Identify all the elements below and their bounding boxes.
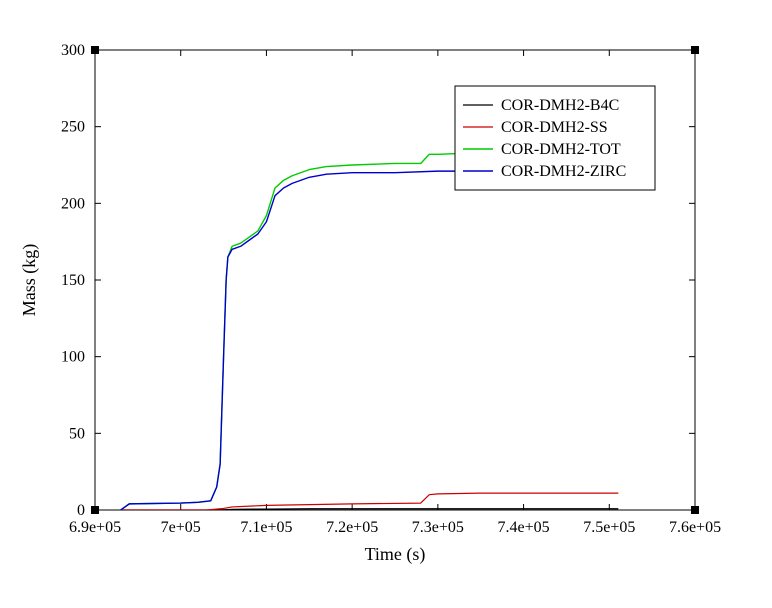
x-tick-label: 7.6e+05: [669, 519, 721, 536]
x-tick-label: 7.2e+05: [326, 519, 378, 536]
chart-svg: 6.9e+05 7e+05 7.1e+05 7.2e+05 7.3e+05 7.4e+05…: [0, 0, 772, 608]
legend-label: COR-DMH2-ZIRC: [501, 163, 626, 180]
y-axis-label: Mass (kg): [19, 244, 40, 317]
y-tick-label: 300: [61, 42, 85, 59]
x-tick-label: 7.5e+05: [583, 519, 635, 536]
x-tick-label: 7.3e+05: [412, 519, 464, 536]
y-tick-label: 50: [69, 425, 85, 442]
x-tick-label: 7.4e+05: [498, 519, 550, 536]
y-tick-label: 100: [61, 349, 85, 366]
x-tick-label: 7.1e+05: [240, 519, 292, 536]
x-tick-label: 7e+05: [161, 519, 201, 536]
y-tick-label: 0: [77, 502, 85, 519]
x-axis-label: Time (s): [365, 544, 426, 565]
chart-container: 6.9e+05 7e+05 7.1e+05 7.2e+05 7.3e+05 7.4e+05…: [0, 0, 772, 608]
legend-label: COR-DMH2-SS: [501, 119, 608, 136]
y-tick-label: 200: [61, 195, 85, 212]
legend-label: COR-DMH2-B4C: [501, 97, 619, 114]
x-tick-label: 6.9e+05: [69, 519, 121, 536]
y-tick-label: 250: [61, 119, 85, 136]
y-tick-label: 150: [61, 272, 85, 289]
legend-label: COR-DMH2-TOT: [501, 141, 621, 158]
legend: COR-DMH2-B4C COR-DMH2-SS COR-DMH2-TOT COR-D…: [455, 86, 655, 190]
